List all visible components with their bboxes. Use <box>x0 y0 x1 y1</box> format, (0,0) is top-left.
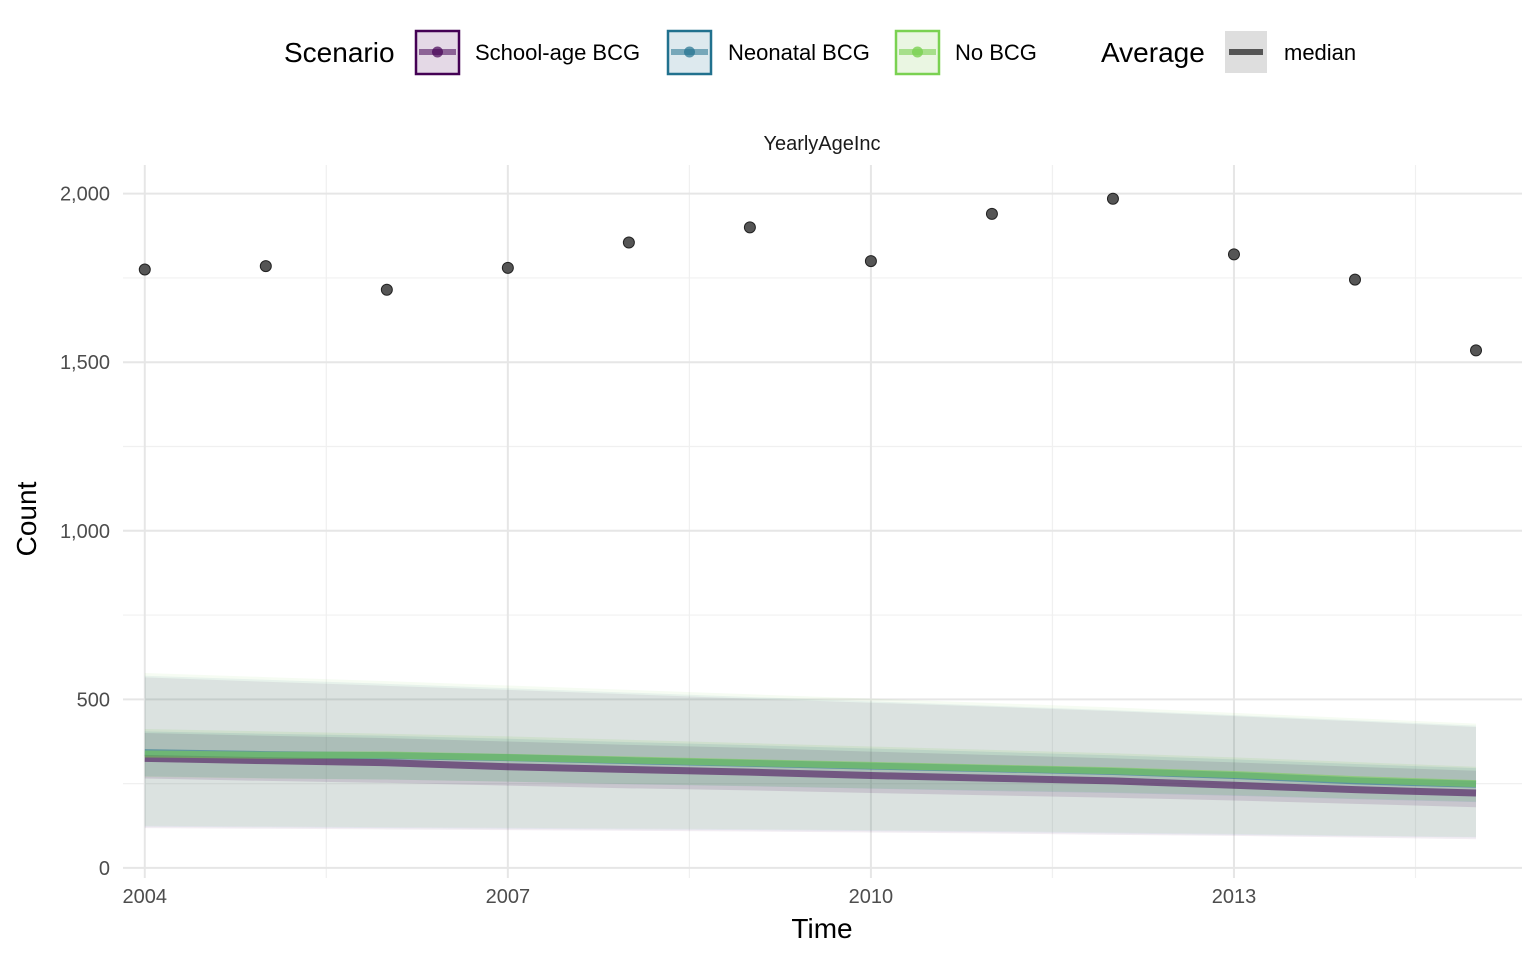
y-tick-label: 1,000 <box>60 521 110 543</box>
observed-point <box>864 255 877 268</box>
legend-item-median: median <box>1225 31 1356 73</box>
observed-point <box>1106 192 1119 205</box>
median-line-no-bcg <box>144 750 1477 788</box>
observed-point <box>743 221 756 234</box>
legend-label-school-age-bcg: School-age BCG <box>475 40 640 65</box>
legend-key-point-neonatal-bcg <box>684 46 695 58</box>
panel-title: YearlyAgeInc <box>763 133 880 155</box>
y-tick-label: 1,500 <box>60 352 110 374</box>
observed-point <box>622 236 635 249</box>
x-tick-label: 2013 <box>1212 886 1257 908</box>
observed-point <box>259 260 272 273</box>
legend-key-point-no-bcg <box>912 46 923 58</box>
y-tick-label: 500 <box>77 689 110 711</box>
outer-band-school-age-bcg <box>144 677 1477 840</box>
inner-band-school-age-bcg <box>144 733 1477 808</box>
legend: Scenario School-age BCG Neonatal BCG No … <box>284 29 1356 76</box>
legend-item-no-bcg: No BCG <box>894 29 1037 76</box>
y-tick-label: 2,000 <box>60 184 110 206</box>
observed-point <box>985 207 998 220</box>
observed-points <box>138 192 1483 357</box>
legend-label-no-bcg: No BCG <box>955 40 1037 65</box>
median-lines <box>144 749 1477 797</box>
legend-key-point-school-age-bcg <box>432 46 443 58</box>
x-axis-ticks: 2004 2007 2010 2013 <box>123 886 1257 908</box>
x-tick-label: 2007 <box>486 886 531 908</box>
observed-point <box>501 261 514 274</box>
observed-point <box>138 263 151 276</box>
x-axis-title: Time <box>791 913 852 944</box>
x-tick-label: 2004 <box>123 886 168 908</box>
outer-band-no-bcg <box>144 673 1477 837</box>
legend-title-scenario: Scenario <box>284 37 395 68</box>
legend-label-median: median <box>1284 40 1356 65</box>
observed-point <box>380 283 393 296</box>
x-tick-label: 2010 <box>849 886 894 908</box>
legend-item-neonatal-bcg: Neonatal BCG <box>666 29 870 76</box>
y-tick-label: 0 <box>99 858 110 880</box>
y-axis-ticks: 0 500 1,000 1,500 2,000 <box>60 184 110 880</box>
legend-title-average: Average <box>1101 37 1205 68</box>
observed-point <box>1227 248 1240 261</box>
observed-point <box>1348 273 1361 286</box>
outer-band-neonatal-bcg <box>144 675 1477 838</box>
legend-item-school-age-bcg: School-age BCG <box>414 29 640 76</box>
legend-label-neonatal-bcg: Neonatal BCG <box>728 40 870 65</box>
observed-point <box>1470 344 1483 357</box>
y-axis-title: Count <box>11 481 42 556</box>
median-line-school-age-bcg <box>144 754 1477 797</box>
